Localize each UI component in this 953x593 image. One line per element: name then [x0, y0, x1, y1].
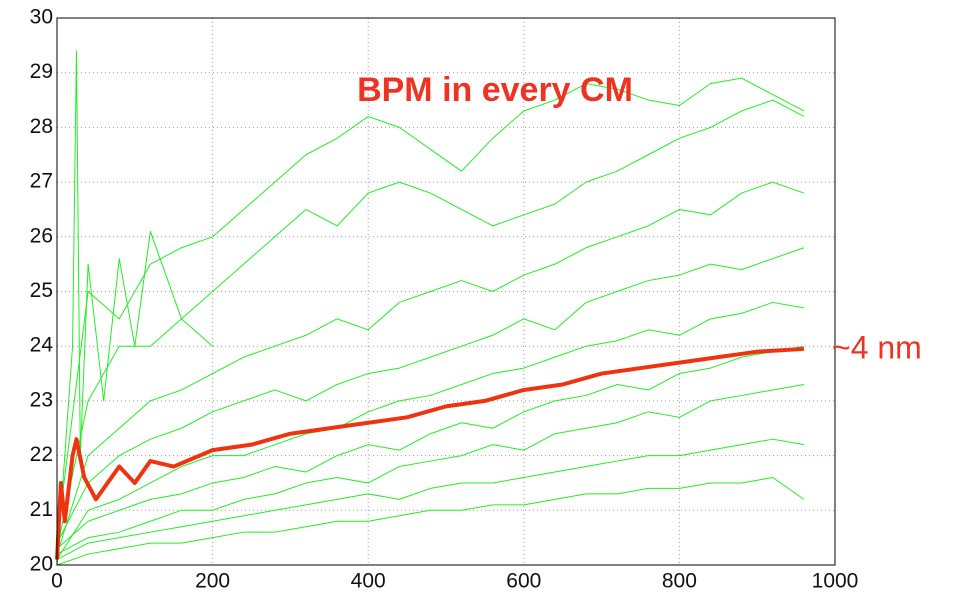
y-tick-label: 30 — [30, 6, 53, 29]
series-line — [56, 247, 805, 544]
annotation: ~4 nm — [832, 329, 922, 365]
series-line — [56, 301, 804, 560]
series-line — [56, 476, 805, 566]
series-line — [56, 345, 804, 549]
y-tick-label: 26 — [30, 224, 53, 247]
annotation: BPM in every CM — [357, 71, 633, 109]
y-tick-label: 27 — [30, 170, 53, 193]
series-line — [56, 438, 804, 560]
x-tick-label: 200 — [195, 570, 230, 593]
y-tick-label: 28 — [30, 115, 53, 138]
series-line — [56, 181, 805, 555]
x-tick-label: 800 — [662, 570, 697, 593]
y-tick-label: 20 — [30, 553, 53, 576]
x-tick-label: 1000 — [812, 570, 859, 593]
series-line — [56, 77, 805, 538]
plot-border — [56, 17, 836, 566]
y-tick-label: 21 — [30, 498, 53, 521]
y-tick-label: 23 — [30, 388, 53, 411]
y-tick-label: 25 — [30, 279, 53, 302]
y-tick-label: 22 — [30, 443, 53, 466]
x-tick-label: 400 — [351, 570, 386, 593]
series-line — [56, 50, 213, 566]
y-tick-label: 24 — [30, 334, 54, 357]
x-tick-label: 0 — [51, 570, 63, 593]
x-tick-label: 600 — [506, 570, 541, 593]
y-tick-label: 29 — [30, 60, 53, 83]
series-line — [56, 383, 804, 555]
series-line — [55, 346, 804, 560]
